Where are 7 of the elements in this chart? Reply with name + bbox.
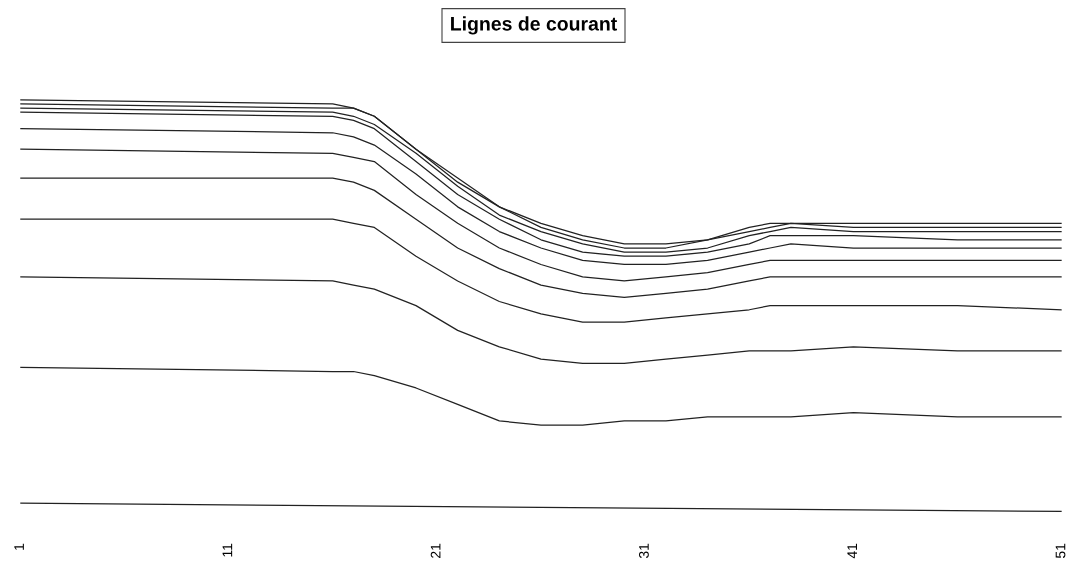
x-tick-label: 21 xyxy=(430,543,441,558)
x-tick-label: 51 xyxy=(1055,543,1066,559)
x-tick-label: 1 xyxy=(14,543,24,550)
x-tick-label: 11 xyxy=(222,543,233,557)
x-tick-label: 31 xyxy=(639,543,649,559)
chart-title: Lignes de courant xyxy=(451,16,617,35)
x-tick-label: 41 xyxy=(847,543,857,559)
